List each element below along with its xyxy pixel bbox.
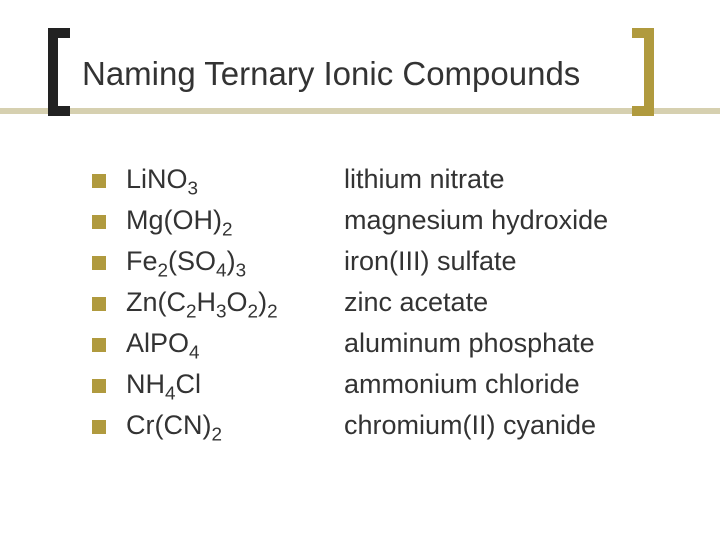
compound-name: lithium nitrate xyxy=(344,164,662,195)
bullet-icon xyxy=(92,338,106,352)
title-bracket-left xyxy=(48,28,70,116)
list-item: Fe2(SO4)3iron(III) sulfate xyxy=(92,246,662,277)
slide-title: Naming Ternary Ionic Compounds xyxy=(82,55,580,93)
bullet-icon xyxy=(92,297,106,311)
bullet-icon xyxy=(92,215,106,229)
compound-name: magnesium hydroxide xyxy=(344,205,662,236)
bullet-icon xyxy=(92,379,106,393)
list-item: Zn(C2H3O2)2zinc acetate xyxy=(92,287,662,318)
compound-name: zinc acetate xyxy=(344,287,662,318)
compound-formula: NH4Cl xyxy=(126,369,344,400)
compound-name: ammonium chloride xyxy=(344,369,662,400)
list-item: Mg(OH)2magnesium hydroxide xyxy=(92,205,662,236)
bullet-icon xyxy=(92,256,106,270)
list-item: Cr(CN)2chromium(II) cyanide xyxy=(92,410,662,441)
compound-formula: Mg(OH)2 xyxy=(126,205,344,236)
list-item: NH4Clammonium chloride xyxy=(92,369,662,400)
bullet-icon xyxy=(92,174,106,188)
compound-list: LiNO3lithium nitrateMg(OH)2magnesium hyd… xyxy=(92,164,662,451)
compound-name: aluminum phosphate xyxy=(344,328,662,359)
list-item: LiNO3lithium nitrate xyxy=(92,164,662,195)
compound-formula: Cr(CN)2 xyxy=(126,410,344,441)
compound-formula: Zn(C2H3O2)2 xyxy=(126,287,344,318)
bullet-icon xyxy=(92,420,106,434)
compound-name: chromium(II) cyanide xyxy=(344,410,662,441)
horizontal-rule xyxy=(0,108,720,114)
compound-formula: AlPO4 xyxy=(126,328,344,359)
compound-formula: Fe2(SO4)3 xyxy=(126,246,344,277)
title-bracket-right xyxy=(632,28,654,116)
compound-name: iron(III) sulfate xyxy=(344,246,662,277)
compound-formula: LiNO3 xyxy=(126,164,344,195)
list-item: AlPO4aluminum phosphate xyxy=(92,328,662,359)
